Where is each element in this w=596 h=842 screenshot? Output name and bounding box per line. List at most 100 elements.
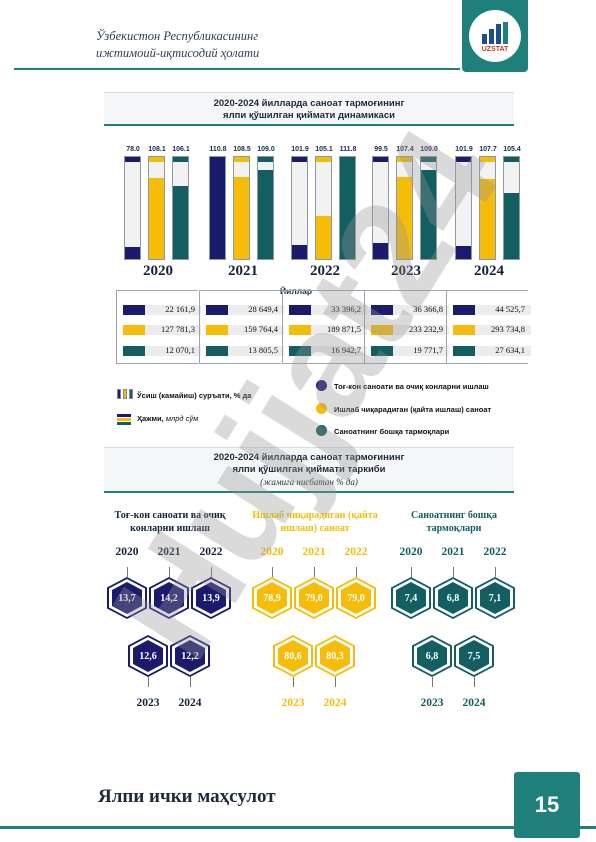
- volume-row: 44 525,7: [453, 304, 531, 315]
- bar-fill: [125, 246, 140, 259]
- legend-volume-label: Ҳажми, млрд сўм: [137, 414, 198, 423]
- section-footer-title: Ялпи ички маҳсулот: [98, 786, 276, 807]
- legend-growth-label: Ўсиш (камайиш) суръати, % да: [137, 391, 252, 400]
- volume-bar-bg: [311, 346, 367, 356]
- hex-year: 2020: [115, 546, 139, 558]
- volume-bar-bg: [393, 346, 449, 356]
- volume-row: 159 764,4: [206, 324, 284, 335]
- legend-volume-swatch2: [117, 418, 131, 421]
- bar-cap: [258, 157, 273, 162]
- hex-connector: [190, 677, 191, 687]
- header-rule: [14, 68, 460, 70]
- volume-swatch: [453, 325, 475, 335]
- hex-connector: [148, 677, 149, 687]
- bar: [503, 156, 520, 260]
- volume-swatch: [371, 325, 393, 335]
- legend-growth-swatch2: [123, 389, 127, 399]
- legend-growth-swatch1: [117, 389, 121, 399]
- volume-row: 13 805,5: [206, 345, 284, 356]
- volume-value: 293 734,8: [491, 324, 525, 334]
- bar-fill: [173, 185, 188, 259]
- bar: [396, 156, 413, 260]
- bar-value-label: 109.0: [420, 146, 438, 153]
- volume-swatch: [289, 305, 311, 315]
- year-label: 2021: [228, 263, 258, 279]
- volume-bar-bg: [393, 305, 449, 315]
- structure-title-line1: 2020-2024 йилларда саноат тармоғининг: [213, 452, 405, 463]
- volume-value: 127 781,3: [161, 324, 195, 334]
- bar: [339, 156, 356, 260]
- volume-swatch: [453, 346, 475, 356]
- volume-row: 12 070,1: [123, 345, 201, 356]
- volume-row: 19 771,7: [371, 345, 449, 356]
- bar: [479, 156, 496, 260]
- volume-row: 16 942,7: [289, 345, 367, 356]
- bar-fill: [373, 242, 388, 259]
- bar-fill: [480, 179, 495, 259]
- hex-connector: [495, 567, 496, 577]
- volume-value: 28 649,4: [248, 304, 278, 314]
- legend-volume-unit: млрд сўм: [165, 414, 199, 423]
- bar-value-label: 107.7: [479, 146, 497, 153]
- volume-value: 159 764,4: [244, 324, 278, 334]
- x-axis-label: Йиллар: [280, 286, 313, 296]
- bar: [455, 156, 472, 260]
- volume-value: 12 070,1: [165, 345, 195, 355]
- hex-year: 2021: [441, 546, 465, 558]
- volume-row: 22 161,9: [123, 304, 201, 315]
- page-number: 15: [514, 772, 580, 838]
- structure-title: 2020-2024 йилларда саноат тармоғининг ял…: [104, 447, 514, 493]
- bar-cap: [316, 157, 331, 162]
- publication-title: Ўзбекистон Республикасининг ижтимоий-иқт…: [96, 28, 259, 62]
- group-title: Ишлаб чиқарадиган (қайта ишлаш) саноат: [252, 510, 378, 534]
- volume-value: 27 634,1: [495, 345, 525, 355]
- hex-connector: [314, 567, 315, 577]
- hex-year: 2021: [157, 546, 181, 558]
- volume-row: 27 634,1: [453, 345, 531, 356]
- hex-year: 2021: [302, 546, 326, 558]
- bar-value-label: 101.9: [291, 146, 309, 153]
- bar-cap: [340, 157, 355, 162]
- bar-fill: [340, 162, 355, 259]
- year-label: 2022: [310, 263, 340, 279]
- bar-fill: [149, 178, 164, 259]
- volume-row: 127 781,3: [123, 324, 201, 335]
- volume-value: 16 942,7: [331, 345, 361, 355]
- hex-connector: [211, 567, 212, 577]
- bar-cap: [456, 157, 471, 162]
- volume-bar-bg: [228, 325, 284, 335]
- volume-swatch: [289, 346, 311, 356]
- volume-swatch: [289, 325, 311, 335]
- bar: [148, 156, 165, 260]
- bar: [209, 156, 226, 260]
- hex-year: 2022: [483, 546, 507, 558]
- bar-fill: [421, 170, 436, 259]
- bar-cap: [292, 157, 307, 162]
- volume-bar-bg: [393, 325, 449, 335]
- volume-row: 189 871,5: [289, 324, 367, 335]
- hex-connector: [335, 677, 336, 687]
- bar-value-label: 105.4: [503, 146, 521, 153]
- bar-fill: [456, 245, 471, 259]
- bar-cap: [125, 157, 140, 162]
- volume-swatch: [453, 305, 475, 315]
- volume-row: 233 232,9: [371, 324, 449, 335]
- legend-item-mining: Тоғ-кон саноати ва очиқ конларни ишлаш: [334, 382, 489, 391]
- bar-cap: [210, 157, 225, 162]
- bar-value-label: 108.5: [233, 146, 251, 153]
- bar-fill: [397, 177, 412, 259]
- volume-swatch: [371, 346, 393, 356]
- volume-swatch: [123, 346, 145, 356]
- volume-row: 28 649,4: [206, 304, 284, 315]
- hex-year: 2024: [323, 697, 347, 709]
- bar-fill: [292, 244, 307, 259]
- legend-dot-other: [316, 425, 327, 436]
- bar-fill: [234, 177, 249, 259]
- bar-value-label: 109.0: [257, 146, 275, 153]
- volume-value: 44 525,7: [495, 304, 525, 314]
- footer-rule: [0, 826, 596, 829]
- bar-cap: [504, 157, 519, 162]
- volume-block: 22 161,9 127 781,3 12 070,1: [116, 290, 201, 364]
- structure-subtitle: (жамига нисбатан % да): [260, 477, 358, 487]
- year-label: 2023: [391, 263, 421, 279]
